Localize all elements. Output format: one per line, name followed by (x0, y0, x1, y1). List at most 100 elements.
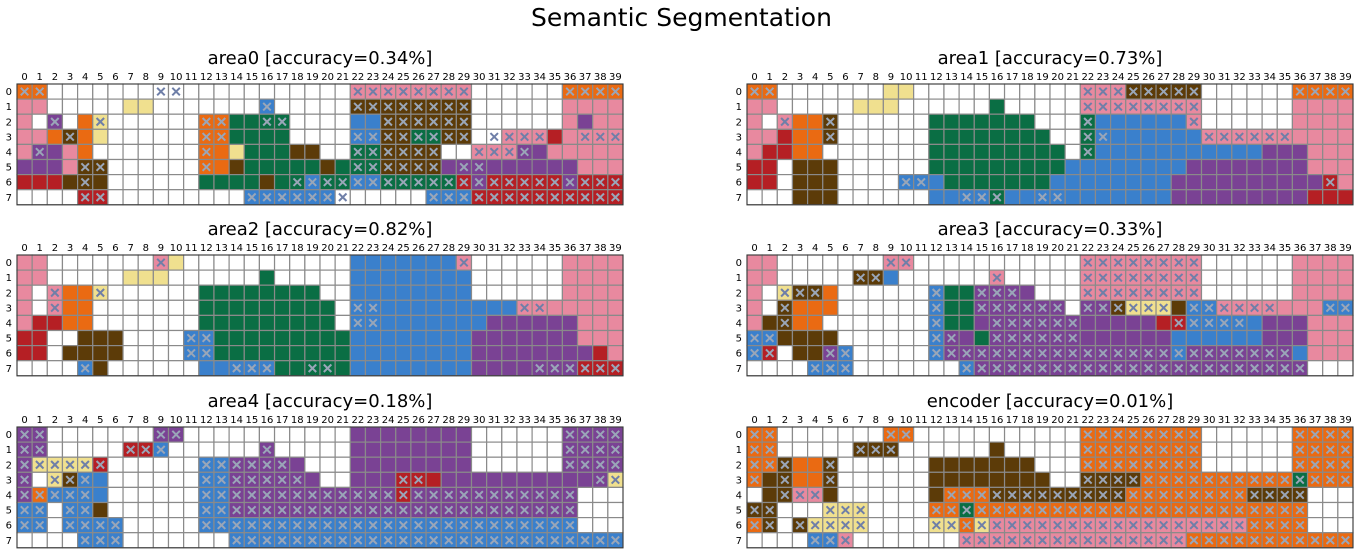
x-tick-label: 2 (782, 243, 788, 254)
error-mark (750, 348, 760, 358)
heatmap-cell (761, 113, 778, 130)
heatmap-cell (1306, 269, 1324, 286)
error-mark (444, 505, 454, 515)
error-mark (750, 87, 760, 97)
heatmap-cell (531, 314, 548, 332)
heatmap-cell (319, 426, 336, 443)
error-mark (1159, 505, 1169, 515)
error-mark (353, 177, 363, 187)
heatmap-cell (1261, 269, 1278, 286)
heatmap-cell (1216, 329, 1233, 347)
heatmap-cell (380, 254, 397, 271)
error-mark (1174, 475, 1184, 485)
error-mark (232, 475, 242, 485)
heatmap-cell (258, 344, 276, 362)
error-mark (1159, 475, 1169, 485)
error-mark (353, 102, 363, 112)
error-mark (1159, 445, 1169, 455)
error-mark (1083, 445, 1093, 455)
error-mark (810, 520, 820, 530)
heatmap-cell (607, 299, 624, 316)
heatmap-cell (273, 329, 291, 347)
error-mark (201, 505, 211, 515)
heatmap-cell (561, 471, 579, 488)
heatmap-cell (928, 158, 945, 176)
error-mark (1189, 535, 1199, 545)
heatmap-cell (501, 441, 518, 458)
error-mark (780, 490, 790, 500)
heatmap-cell (183, 98, 200, 115)
heatmap-cell (167, 143, 185, 161)
heatmap-cell (1185, 143, 1203, 161)
error-mark (1083, 258, 1093, 268)
y-tick-label: 7 (6, 364, 12, 375)
error-mark (489, 505, 499, 515)
error-mark (750, 520, 760, 530)
heatmap-cell (761, 143, 778, 161)
error-mark (277, 505, 287, 515)
heatmap-cell (746, 173, 763, 191)
error-mark (247, 192, 257, 202)
heatmap-cell (1246, 426, 1263, 443)
error-mark (1265, 475, 1275, 485)
error-mark (398, 117, 408, 127)
error-mark (780, 303, 790, 313)
error-mark (1022, 333, 1032, 343)
error-mark (610, 430, 620, 440)
error-mark (80, 363, 90, 373)
heatmap-cell (988, 143, 1006, 161)
heatmap-cell (470, 113, 488, 130)
heatmap-cell (1322, 189, 1339, 206)
heatmap-cell (531, 284, 548, 301)
heatmap-cell (576, 329, 594, 347)
error-mark (780, 117, 790, 127)
heatmap-cell (1019, 426, 1036, 443)
heatmap-cell (137, 344, 154, 362)
x-tick-label: 8 (873, 243, 879, 254)
heatmap-cell (882, 516, 900, 534)
error-mark (750, 445, 760, 455)
heatmap-cell (486, 269, 503, 286)
error-mark (856, 445, 866, 455)
heatmap-cell (852, 299, 869, 316)
heatmap-cell (1276, 143, 1293, 161)
error-mark (550, 520, 560, 530)
heatmap-cell (1003, 128, 1021, 145)
error-mark (1174, 430, 1184, 440)
heatmap-cell (1216, 441, 1233, 458)
heatmap-cell (395, 284, 412, 301)
heatmap-cell (1094, 189, 1112, 206)
heatmap-cell (289, 269, 306, 286)
x-tick-label: 30 (473, 415, 486, 426)
heatmap-cell (1019, 113, 1036, 130)
heatmap-cell (988, 471, 1006, 488)
heatmap-cell (806, 254, 824, 271)
heatmap-cell (289, 113, 306, 130)
heatmap-cell (791, 98, 809, 115)
heatmap-cell (546, 98, 563, 115)
error-mark (262, 117, 272, 127)
heatmap-cell (791, 299, 809, 316)
error-mark (292, 535, 302, 545)
x-tick-label: 2 (52, 72, 58, 83)
x-tick-label: 36 (1294, 243, 1307, 254)
heatmap-cell (319, 344, 336, 362)
error-mark (992, 303, 1002, 313)
error-mark (413, 535, 423, 545)
error-mark (1174, 363, 1184, 373)
error-mark (353, 505, 363, 515)
heatmap-cell (183, 284, 200, 301)
x-tick-label: 38 (1324, 415, 1337, 426)
heatmap-cell (364, 284, 382, 301)
x-tick-label: 33 (1248, 415, 1261, 426)
error-mark (962, 505, 972, 515)
heatmap-cell (380, 284, 397, 301)
heatmap-cell (486, 158, 503, 176)
heatmap-cell (122, 501, 139, 519)
error-mark (1310, 430, 1320, 440)
error-mark (1189, 348, 1199, 358)
heatmap-cell (1003, 269, 1021, 286)
heatmap-cell (897, 113, 915, 130)
error-mark (1053, 192, 1063, 202)
heatmap-cell (289, 299, 306, 316)
